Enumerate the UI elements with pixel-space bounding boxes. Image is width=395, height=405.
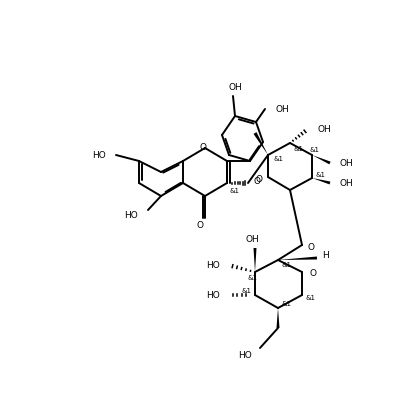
Text: O: O — [199, 143, 207, 151]
Text: &1: &1 — [309, 147, 319, 153]
Text: H: H — [322, 252, 329, 260]
Text: O: O — [253, 177, 260, 185]
Text: OH: OH — [245, 235, 259, 245]
Text: &1: &1 — [274, 156, 284, 162]
Text: O: O — [196, 220, 203, 230]
Text: OH: OH — [318, 124, 332, 134]
Text: O: O — [307, 243, 314, 252]
Text: &1: &1 — [281, 301, 291, 307]
Polygon shape — [278, 256, 317, 260]
Text: O: O — [310, 269, 317, 279]
Polygon shape — [254, 248, 256, 272]
Text: &1: &1 — [282, 262, 292, 268]
Text: OH: OH — [340, 158, 354, 168]
Text: &1: &1 — [294, 146, 304, 152]
Text: OH: OH — [340, 179, 354, 188]
Text: HO: HO — [238, 352, 252, 360]
Polygon shape — [254, 132, 268, 155]
Polygon shape — [276, 308, 280, 328]
Text: &1: &1 — [241, 288, 251, 294]
Text: HO: HO — [124, 211, 138, 220]
Text: &1: &1 — [230, 188, 240, 194]
Text: O: O — [255, 175, 262, 183]
Text: OH: OH — [228, 83, 242, 92]
Text: HO: HO — [92, 151, 106, 160]
Text: OH: OH — [275, 104, 289, 113]
Text: &1: &1 — [248, 275, 258, 281]
Text: HO: HO — [206, 260, 220, 269]
Text: &1: &1 — [316, 172, 326, 178]
Polygon shape — [312, 178, 330, 184]
Text: HO: HO — [206, 290, 220, 300]
Polygon shape — [312, 155, 331, 164]
Text: &1: &1 — [305, 295, 315, 301]
